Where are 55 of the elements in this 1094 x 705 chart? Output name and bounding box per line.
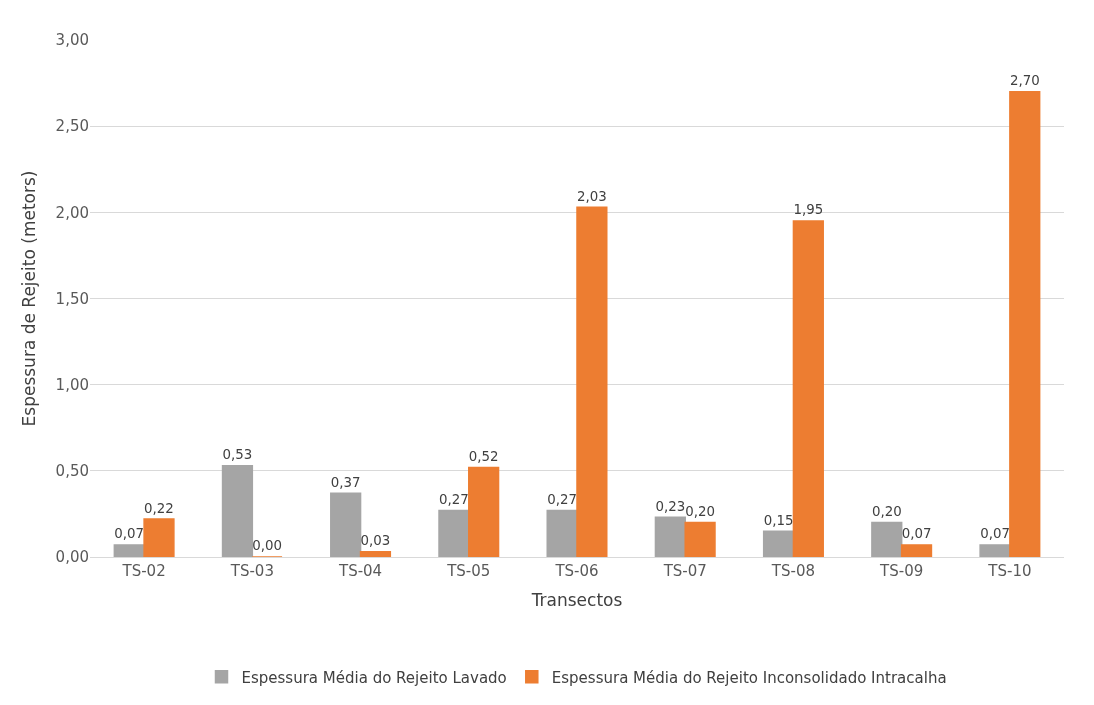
data-label: 0,22	[144, 500, 174, 516]
x-tick-label: TS-09	[879, 562, 924, 580]
x-tick-label: TS-07	[662, 562, 707, 580]
bar	[654, 516, 686, 557]
data-label: 0,27	[547, 491, 577, 507]
bar	[871, 521, 903, 557]
y-axis-title: Espessura de Rejeito (metors)	[19, 170, 40, 427]
data-label: 0,23	[655, 498, 686, 514]
x-axis-title: Transectos	[530, 590, 623, 611]
bar	[113, 544, 145, 557]
data-label: 0,20	[871, 503, 902, 519]
bar	[438, 509, 470, 557]
x-tick-label: TS-10	[987, 562, 1032, 580]
data-label: 0,03	[360, 533, 391, 549]
data-label: 2,03	[577, 188, 607, 204]
y-tick-label: 3,00	[55, 31, 89, 50]
x-tick-label: TS-04	[337, 562, 383, 580]
data-label: 0,15	[763, 512, 794, 528]
data-label: 0,00	[252, 538, 283, 554]
bar	[143, 518, 175, 557]
y-tick-label: 0,50	[55, 462, 89, 481]
x-tick-label: TS-03	[229, 562, 274, 580]
bar	[979, 544, 1011, 557]
bar	[1009, 90, 1041, 557]
bar	[792, 220, 824, 557]
bar	[468, 466, 500, 557]
legend-label: Espessura Média do Rejeito Inconsolidado Intracalha	[551, 668, 947, 687]
bar	[546, 509, 578, 557]
bar	[684, 521, 716, 557]
x-tick-label: TS-08	[770, 562, 816, 580]
bar	[900, 544, 933, 557]
y-tick-label: 2,50	[55, 117, 89, 136]
data-label: 0,37	[330, 474, 361, 490]
y-tick-label: 1,50	[55, 289, 89, 308]
bar	[576, 206, 608, 557]
data-label: 1,95	[793, 202, 824, 218]
data-label: 0,52	[468, 448, 499, 464]
bar	[221, 464, 254, 557]
data-label: 0,07	[901, 526, 932, 542]
data-label: 2,70	[1009, 73, 1040, 89]
data-label: 0,20	[685, 503, 715, 519]
data-label: 0,27	[439, 491, 469, 507]
y-tick-label: 1,00	[55, 375, 89, 394]
data-label: 0,53	[222, 447, 253, 463]
x-tick-label: TS-06	[554, 562, 599, 580]
legend-label: Espessura Média do Rejeito Lavado	[241, 668, 507, 687]
x-tick-label: TS-02	[121, 562, 166, 580]
y-tick-label: 0,00	[55, 548, 89, 567]
x-tick-label: TS-05	[446, 562, 491, 580]
data-label: 0,07	[114, 526, 145, 542]
bar	[359, 551, 392, 557]
bar	[330, 492, 362, 557]
bar	[762, 530, 795, 557]
y-tick-label: 2,00	[55, 203, 89, 222]
data-label: 0,07	[980, 526, 1010, 542]
